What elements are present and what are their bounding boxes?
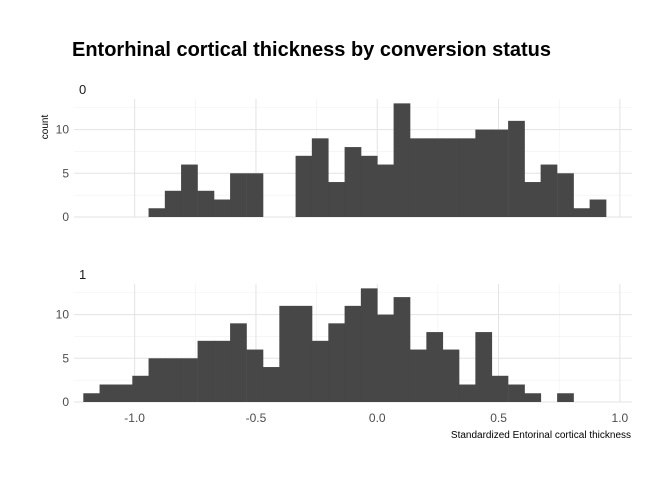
- histogram-bar: [148, 208, 166, 217]
- x-tick-label: -1.0: [124, 411, 145, 425]
- histogram-bar: [230, 173, 247, 217]
- y-tick-label: 10: [56, 308, 70, 322]
- histogram-bar: [246, 349, 264, 402]
- y-tick-label: 5: [62, 351, 69, 365]
- histogram-bar: [442, 349, 460, 402]
- histogram-bar: [99, 384, 117, 402]
- histogram-bar: [475, 332, 493, 402]
- histogram-bar: [393, 297, 411, 402]
- facet-panel-1: 0 5 10 1: [56, 267, 632, 409]
- histogram-bar: [426, 138, 444, 217]
- y-tick-label: 0: [62, 210, 69, 224]
- x-axis-title: Standardized Entorinal cortical thicknes…: [451, 430, 631, 441]
- histogram-bar: [524, 182, 542, 217]
- histogram-bar: [557, 393, 574, 402]
- chart-title: Entorhinal cortical thickness by convers…: [72, 39, 551, 61]
- y-axis-title: count: [40, 115, 51, 140]
- histogram-bar: [360, 155, 378, 217]
- facet-label: 1: [79, 267, 86, 282]
- histogram-bar: [524, 393, 542, 402]
- histogram-bar: [344, 147, 362, 217]
- histogram-bar: [442, 138, 460, 217]
- histogram-bar: [132, 375, 150, 402]
- histogram-bar: [377, 164, 395, 217]
- x-tick-label: 1.0: [612, 411, 629, 425]
- histogram-bar: [540, 164, 558, 217]
- histogram-bar: [508, 120, 525, 217]
- histogram-bar: [115, 384, 133, 402]
- histogram-bar: [279, 305, 297, 402]
- histogram-bar: [409, 349, 427, 402]
- y-tick-label: 0: [62, 395, 69, 409]
- x-tick-label: 0.5: [490, 411, 507, 425]
- histogram-bar: [181, 164, 198, 217]
- histogram-bar: [311, 138, 329, 217]
- x-tick-label: 0.0: [369, 411, 386, 425]
- histogram-bar: [589, 199, 607, 217]
- histogram-bar: [213, 340, 231, 402]
- y-tick-label: 5: [62, 166, 69, 180]
- histogram-bar: [164, 358, 182, 402]
- histogram-bar: [328, 323, 346, 402]
- histogram-bar: [148, 358, 166, 402]
- histogram-bar: [213, 199, 231, 217]
- histogram-bar: [246, 173, 264, 217]
- histogram-bar: [393, 103, 411, 217]
- histogram-bar: [311, 340, 329, 402]
- facet-panel-0: 0 5 10 0: [56, 82, 632, 224]
- histogram-bar: [409, 138, 427, 217]
- histogram-bar: [262, 367, 280, 402]
- histogram-bar: [295, 155, 313, 217]
- histogram-bar: [181, 358, 198, 402]
- histogram-bar: [426, 332, 444, 402]
- y-tick-label: 10: [56, 123, 70, 137]
- histogram-bar: [328, 182, 346, 217]
- histogram-bar: [197, 340, 215, 402]
- histogram-bar: [295, 305, 313, 402]
- histogram-bar: [458, 138, 476, 217]
- histogram-bar: [508, 384, 525, 402]
- histogram-bar: [573, 208, 591, 217]
- histogram-bar: [83, 393, 101, 402]
- histogram-bar: [557, 173, 574, 217]
- x-tick-label: -0.5: [246, 411, 267, 425]
- histogram-bar: [197, 190, 215, 217]
- histogram-bar: [458, 384, 476, 402]
- histogram-bar: [377, 314, 395, 402]
- facet-label: 0: [79, 82, 86, 97]
- histogram-bar: [164, 190, 182, 217]
- facet-panels: 0 5 10 0 0 5 10 1 -1.0 -0.5 0.0 0.5 1.0: [56, 82, 632, 425]
- histogram-bar: [230, 323, 247, 402]
- histogram-bar: [344, 305, 362, 402]
- histogram-bar: [491, 375, 509, 402]
- histogram-bar: [491, 129, 509, 217]
- histogram-bar: [475, 129, 493, 217]
- histogram-bar: [360, 288, 378, 402]
